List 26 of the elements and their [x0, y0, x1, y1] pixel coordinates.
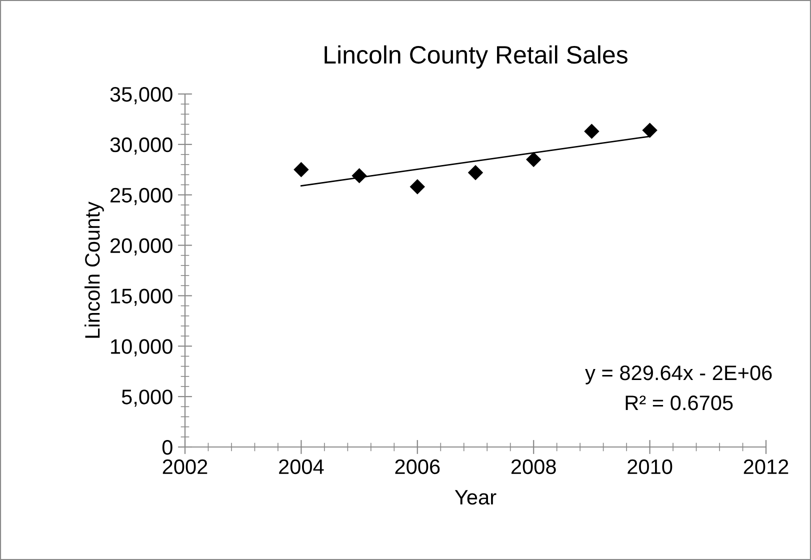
y-tick-label: 0: [162, 440, 172, 455]
x-tick-label: 2004: [279, 459, 324, 474]
x-axis-title: Year: [454, 490, 496, 505]
point: [468, 165, 484, 180]
point: [526, 152, 542, 168]
x-tick-label: 2006: [395, 459, 440, 474]
point: [294, 162, 309, 178]
x-tick-label: 2010: [628, 459, 672, 474]
point: [642, 122, 658, 138]
point: [410, 179, 426, 194]
x-tick-label: 2008: [511, 459, 556, 474]
y-tick-label: 30,000: [110, 137, 172, 155]
x-tick-label: 2012: [744, 459, 788, 474]
chart-title: Lincoln County Retail Sales: [324, 45, 628, 69]
annotation: R² = 0.6705: [626, 395, 733, 410]
point: [352, 168, 367, 184]
annotation: y = 829.64x - 2E+06: [585, 365, 772, 384]
y-tick-label: 5,000: [122, 390, 172, 407]
y-tick-label: 25,000: [110, 188, 172, 206]
y-tick-label: 15,000: [111, 288, 172, 306]
y-tick-label: 10,000: [111, 339, 172, 356]
y-tick-label: 20,000: [110, 238, 172, 256]
y-tick-label: 35,000: [110, 87, 172, 104]
y-axis-title: Lincoln County: [84, 202, 104, 338]
point: [584, 124, 600, 139]
x-tick-label: 2002: [162, 459, 208, 474]
